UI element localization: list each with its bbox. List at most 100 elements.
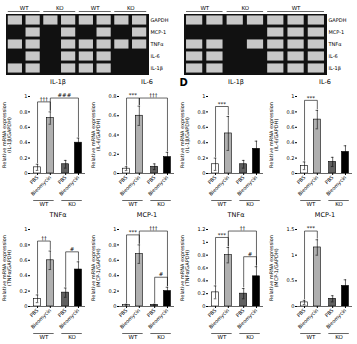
svg-text:***: *** bbox=[129, 92, 138, 98]
svg-text:Bleomycin: Bleomycin bbox=[296, 307, 319, 330]
svg-text:0.8: 0.8 bbox=[109, 242, 117, 248]
svg-text:0.6: 0.6 bbox=[20, 257, 28, 263]
svg-text:#: # bbox=[248, 251, 253, 257]
svg-text:0.6: 0.6 bbox=[198, 265, 206, 271]
svg-text:0: 0 bbox=[202, 170, 205, 176]
svg-text:IL-6: IL-6 bbox=[151, 53, 160, 59]
svg-text:Bleomycin: Bleomycin bbox=[207, 174, 230, 197]
svg-text:Bleomycin: Bleomycin bbox=[58, 307, 81, 330]
svg-text:WT: WT bbox=[91, 5, 100, 11]
svg-text:WT: WT bbox=[218, 201, 227, 207]
svg-text:D: D bbox=[180, 77, 188, 88]
svg-text:1: 1 bbox=[113, 226, 116, 232]
svg-text:Relative mRNA expression(IL-6/: Relative mRNA expression(IL-6/GAPDH) bbox=[268, 102, 279, 168]
svg-text:GAPDH: GAPDH bbox=[329, 17, 347, 23]
svg-text:WT: WT bbox=[292, 5, 301, 11]
svg-text:KO: KO bbox=[157, 201, 165, 207]
svg-text:KO: KO bbox=[127, 5, 135, 11]
svg-text:0.2: 0.2 bbox=[198, 290, 206, 296]
svg-text:TNFα: TNFα bbox=[227, 211, 245, 219]
svg-text:0.8: 0.8 bbox=[198, 109, 206, 115]
svg-text:***: *** bbox=[307, 95, 316, 101]
svg-text:1: 1 bbox=[24, 226, 27, 232]
svg-text:0.5: 0.5 bbox=[287, 277, 295, 283]
svg-text:Bleomycin: Bleomycin bbox=[147, 307, 170, 330]
svg-text:1: 1 bbox=[291, 93, 294, 99]
svg-text:IL-1β: IL-1β bbox=[228, 78, 244, 86]
svg-text:0: 0 bbox=[24, 303, 27, 309]
svg-text:Bleomycin: Bleomycin bbox=[118, 307, 141, 330]
svg-text:GAPDH: GAPDH bbox=[151, 17, 169, 23]
svg-text:†††: ††† bbox=[40, 96, 49, 102]
svg-text:0.6: 0.6 bbox=[109, 112, 117, 118]
svg-text:0.2: 0.2 bbox=[109, 151, 117, 157]
svg-text:†††: ††† bbox=[149, 92, 158, 98]
svg-text:1: 1 bbox=[202, 93, 205, 99]
svg-text:KO: KO bbox=[68, 201, 76, 207]
svg-text:0: 0 bbox=[113, 170, 116, 176]
svg-text:††: †† bbox=[240, 225, 246, 231]
svg-text:Bleomycin: Bleomycin bbox=[58, 174, 81, 197]
svg-text:Bleomycin: Bleomycin bbox=[325, 307, 348, 330]
svg-text:Bleomycin: Bleomycin bbox=[29, 307, 52, 330]
svg-text:Bleomycin: Bleomycin bbox=[236, 174, 259, 197]
svg-text:0.8: 0.8 bbox=[109, 93, 117, 99]
svg-text:0.4: 0.4 bbox=[198, 139, 206, 145]
svg-text:0.4: 0.4 bbox=[287, 139, 295, 145]
svg-text:Relative mRNA expression(TNFα/: Relative mRNA expression(TNFα/GAPDH) bbox=[1, 235, 12, 301]
svg-text:0.8: 0.8 bbox=[20, 109, 28, 115]
svg-text:***: *** bbox=[218, 101, 227, 107]
svg-text:KO: KO bbox=[157, 334, 165, 340]
svg-text:WT: WT bbox=[129, 201, 138, 207]
svg-text:0.6: 0.6 bbox=[109, 257, 117, 263]
svg-text:Relative mRNA expression(TNFα/: Relative mRNA expression(TNFα/GAPDH) bbox=[179, 235, 190, 301]
svg-text:WT: WT bbox=[218, 334, 227, 340]
svg-text:MCP-1: MCP-1 bbox=[151, 29, 167, 35]
svg-text:KO: KO bbox=[68, 334, 76, 340]
svg-text:0.2: 0.2 bbox=[109, 288, 117, 294]
svg-text:KO: KO bbox=[242, 5, 250, 11]
svg-text:WT: WT bbox=[40, 201, 49, 207]
svg-text:1.2: 1.2 bbox=[198, 226, 206, 232]
svg-text:1: 1 bbox=[202, 239, 205, 245]
svg-text:***: *** bbox=[129, 229, 138, 235]
svg-text:0: 0 bbox=[24, 170, 27, 176]
svg-text:KO: KO bbox=[335, 201, 343, 207]
svg-text:WT: WT bbox=[20, 5, 29, 11]
svg-text:***: *** bbox=[307, 225, 316, 231]
svg-text:WT: WT bbox=[307, 201, 316, 207]
svg-text:0: 0 bbox=[291, 170, 294, 176]
svg-text:WT: WT bbox=[40, 334, 49, 340]
svg-text:††: †† bbox=[41, 235, 47, 241]
svg-text:0: 0 bbox=[202, 303, 205, 309]
svg-text:Relative mRNA expression(MCP-1: Relative mRNA expression(MCP-1/GAPDH) bbox=[90, 235, 101, 301]
svg-text:IL-1β: IL-1β bbox=[50, 78, 66, 86]
svg-text:0.6: 0.6 bbox=[287, 124, 295, 130]
svg-text:Relative mRNA expression(IL-1β: Relative mRNA expression(IL-1β/GAPDH) bbox=[179, 102, 191, 168]
svg-text:Bleomycin: Bleomycin bbox=[29, 174, 52, 197]
svg-text:0: 0 bbox=[291, 303, 294, 309]
svg-text:Bleomycin: Bleomycin bbox=[147, 174, 170, 197]
svg-text:IL-1β: IL-1β bbox=[151, 65, 163, 72]
svg-text:IL-6: IL-6 bbox=[329, 53, 338, 59]
svg-text:0.4: 0.4 bbox=[109, 132, 117, 138]
svg-text:KO: KO bbox=[335, 334, 343, 340]
svg-text:KO: KO bbox=[246, 334, 254, 340]
svg-text:WT: WT bbox=[200, 5, 209, 11]
svg-text:0.4: 0.4 bbox=[198, 277, 206, 283]
svg-text:0.6: 0.6 bbox=[198, 124, 206, 130]
svg-text:†††: ††† bbox=[149, 225, 158, 231]
svg-text:MCP-1: MCP-1 bbox=[315, 211, 335, 219]
svg-text:1: 1 bbox=[291, 252, 294, 258]
svg-text:0.4: 0.4 bbox=[20, 139, 28, 145]
svg-text:TNFα: TNFα bbox=[328, 41, 343, 47]
svg-text:MCP-1: MCP-1 bbox=[137, 211, 157, 219]
svg-text:0.6: 0.6 bbox=[20, 124, 28, 130]
svg-text:0.2: 0.2 bbox=[20, 155, 28, 161]
svg-text:0.4: 0.4 bbox=[20, 272, 28, 278]
svg-text:Relative mRNA expression(MCP-1: Relative mRNA expression(MCP-1/GAPDH) bbox=[268, 235, 279, 301]
svg-text:Bleomycin: Bleomycin bbox=[325, 174, 348, 197]
svg-text:Relative mRNA expression(IL-6/: Relative mRNA expression(IL-6/GAPDH) bbox=[90, 102, 101, 168]
svg-text:0.4: 0.4 bbox=[109, 272, 117, 278]
svg-text:0.8: 0.8 bbox=[198, 252, 206, 258]
